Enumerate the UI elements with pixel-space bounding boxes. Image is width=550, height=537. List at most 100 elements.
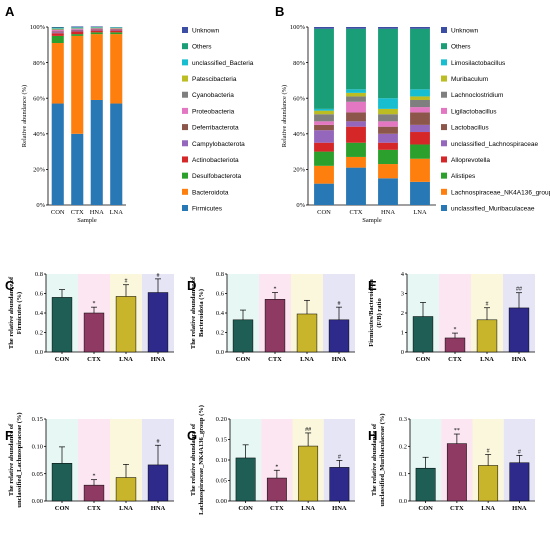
stack-segment (51, 29, 64, 31)
y-tick-label: 60% (33, 95, 46, 102)
y-tick-label: 60% (293, 95, 306, 102)
stack-segment (378, 149, 398, 165)
stack-segment (378, 133, 398, 143)
y-tick-label: 0.05 (216, 478, 227, 485)
legend-label: Deferribacterota (192, 125, 239, 132)
y-tick-label: 0.2 (35, 330, 43, 337)
y-tick-label: 1 (401, 330, 404, 337)
legend-item: Patescibacteria (182, 75, 237, 83)
bar (51, 463, 73, 502)
legend-label: unclassified_Lachnospiraceae (451, 141, 538, 148)
legend-label: unclassified_Muribaculaceae (451, 206, 535, 213)
stack-segment (90, 30, 103, 33)
legend-swatch (441, 27, 447, 33)
stack-segment (110, 34, 123, 104)
legend-label: Others (192, 44, 212, 51)
legend-item: Muribaculum (441, 75, 488, 83)
stack-segment (51, 103, 64, 205)
x-tick-label: CTX (350, 209, 363, 216)
y-tick-label: 0% (296, 202, 305, 209)
bar (266, 477, 287, 502)
stack-segment (410, 144, 430, 159)
stack-segment (410, 107, 430, 113)
significance-mark: ** (454, 428, 460, 434)
legend-item: Unknown (441, 27, 478, 35)
y-axis-title: The relative abundance ofunclassified_Mu… (371, 414, 386, 507)
y-tick-label: 0.2 (399, 444, 407, 451)
stack-segment (378, 27, 398, 29)
stack-segment (346, 92, 366, 97)
legend-swatch (182, 27, 188, 33)
x-tick-label: LNA (110, 209, 124, 216)
bar (508, 307, 530, 353)
y-tick-label: 0.00 (216, 498, 227, 505)
stack-segment (346, 101, 366, 113)
y-axis-title: The relative abundance ofBacteroidota (%… (190, 276, 205, 349)
stack-segment (51, 30, 64, 32)
stack-segment (90, 32, 103, 35)
x-tick-label: CON (55, 505, 70, 512)
stack-segment (410, 124, 430, 133)
y-axis-title-line: Lachnospiraceae_NK4A136_group (%) (198, 405, 205, 515)
legend-swatch (182, 124, 188, 131)
y-axis-title-line: Firmicutes (%) (16, 292, 23, 334)
panel-f: F 0.00 0.05 0.10 0.15 CON * CTX LNA # HNA The relat… (5, 412, 174, 512)
legend-item: Lachnoclostridium (441, 91, 503, 99)
legend-item: Unknown (182, 27, 219, 35)
panel-label: B (275, 4, 284, 19)
y-tick-label: 2 (401, 310, 404, 317)
y-tick-label: 0.6 (35, 291, 44, 298)
stack-segment (51, 31, 64, 33)
stack-segment (71, 30, 84, 32)
stack-segment (90, 26, 103, 27)
x-tick-label: LNA (119, 356, 133, 363)
y-axis-title: The relative abundance ofLachnospiraceae… (190, 405, 205, 515)
y-axis-title-line: The relative abundance of (190, 276, 197, 349)
significance-mark: * (275, 464, 278, 470)
legend-label: Bacteroidota (192, 189, 229, 196)
stack-segment (378, 98, 398, 109)
panel-c: C 0.0 0.2 0.4 0.6 0.8 CON * CTX # LNA # HNA The relat… (5, 271, 174, 363)
stack-segment (51, 27, 64, 28)
significance-mark: * (93, 301, 96, 307)
bar (235, 457, 256, 502)
stack-segment (410, 28, 430, 90)
y-axis-title-line: Firmicutes/Bacteroidota (368, 279, 375, 347)
y-axis-title: Firmicutes/Bacteroidota(F/B) ratio (368, 279, 383, 347)
legend-item: Others (182, 43, 212, 51)
legend-label: Muribaculum (451, 76, 488, 83)
legend-item: unclassified_Bacteria (182, 59, 254, 67)
panel-label: C (5, 278, 15, 293)
legend-item: Lachnospiraceae_NK4A136_group (441, 188, 550, 196)
y-tick-label: 0.3 (399, 416, 407, 423)
stack-segment (378, 126, 398, 134)
legend-label: Firmicutes (192, 206, 223, 213)
y-tick-label: 0.4 (216, 310, 225, 317)
x-tick-label: CON (55, 356, 70, 363)
stack-segment (110, 32, 123, 35)
bar (264, 299, 286, 353)
legend-item: Others (441, 43, 471, 51)
legend-swatch (441, 140, 447, 147)
legend-swatch (441, 124, 447, 131)
significance-mark: # (486, 302, 489, 308)
stack-segment (51, 28, 64, 29)
panel-h: H 0.0 0.1 0.2 0.3 CON ** CTX # LNA # HNA The relativ… (368, 414, 535, 512)
stack-segment (314, 151, 334, 166)
x-tick-label: LNA (480, 356, 494, 363)
y-axis-title: Relative abundance (%) (21, 85, 28, 147)
x-tick-label: CON (416, 356, 431, 363)
legend-item: Cyanobacteria (182, 91, 234, 99)
panel-label: G (187, 428, 197, 443)
stack-segment (71, 133, 84, 205)
stack-segment (410, 96, 430, 100)
x-tick-label: HNA (151, 505, 166, 512)
stack-segment (110, 28, 123, 30)
stack-segment (314, 124, 334, 131)
stack-segment (378, 108, 398, 115)
stack-segment (378, 142, 398, 150)
y-tick-label: 3 (401, 291, 404, 298)
x-tick-label: HNA (332, 505, 347, 512)
bar (329, 467, 350, 502)
legend-swatch (182, 205, 188, 211)
